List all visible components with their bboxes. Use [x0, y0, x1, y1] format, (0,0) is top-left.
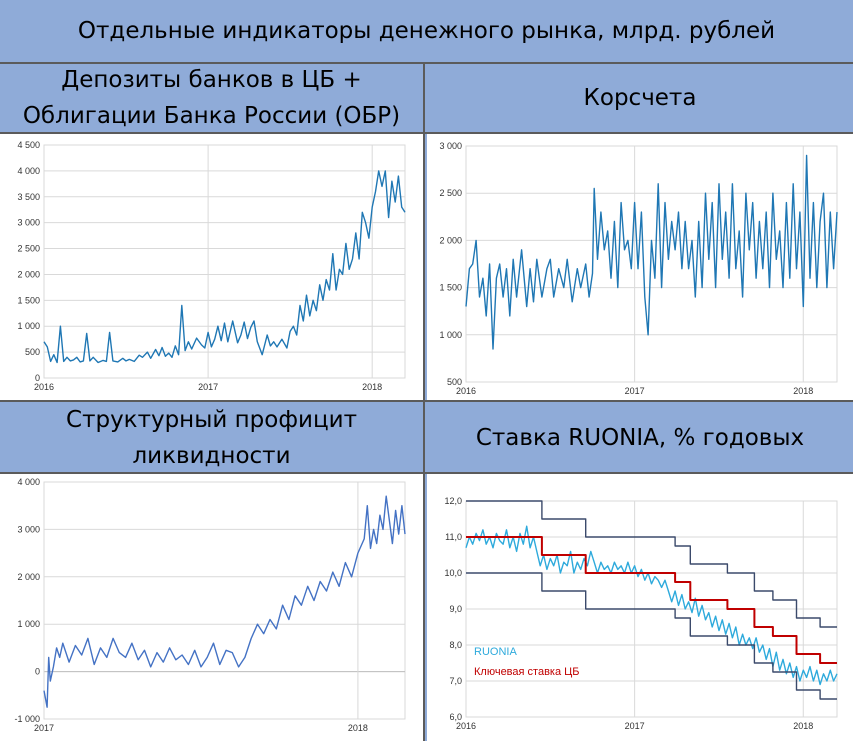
y-tick-label: 6,0: [449, 712, 462, 722]
y-tick-label: 500: [25, 347, 40, 357]
y-tick-label: 2 000: [439, 235, 462, 245]
chart-deposits: 0 500 1 000 1 500 2 000 2 500 3 000 3 500 4 000 4…: [0, 134, 423, 400]
y-tick-label: 4 500: [17, 140, 40, 150]
chart-korscheta-svg: 500 1 000 1 500 2 000 2 500 3 000 2016 2017 2018: [439, 141, 838, 396]
series-line: [43, 495, 406, 708]
x-tick-label: 2016: [456, 721, 476, 731]
legend-entry: Ключевая ставка ЦБ: [474, 666, 580, 678]
chart-deposits-svg: 0 500 1 000 1 500 2 000 2 500 3 000 3 500 4 000 4…: [17, 140, 406, 392]
series-line: [466, 536, 837, 664]
chart-liquidity-svg: -1 000 0 1 000 2 000 3 000 4 000 2017 2018: [14, 477, 406, 733]
y-tick-label: 10,0: [444, 568, 462, 578]
y-tick-label: 11,0: [445, 532, 462, 542]
plot-area: [43, 144, 406, 379]
divider: [0, 472, 853, 474]
y-tick-label: 2 500: [17, 244, 40, 254]
divider: [0, 132, 853, 134]
y-tick-label: 3 000: [17, 524, 40, 534]
panel-title-liquidity: Структурный профицит ликвидности: [0, 404, 423, 472]
chart-korscheta: 500 1 000 1 500 2 000 2 500 3 000 2016 2017 2018: [427, 134, 853, 400]
plot-area: [43, 481, 406, 720]
y-tick-label: 3 000: [17, 218, 40, 228]
y-tick-label: 0: [35, 373, 40, 383]
chart-ruonia: 6,0 7,0 8,0 9,0 10,0 11,0 12,0 2016 2017 2018 RUON…: [427, 474, 853, 741]
x-tick-label: 2016: [34, 382, 54, 392]
y-tick-label: 1 000: [17, 619, 40, 629]
y-tick-label: 9,0: [449, 604, 462, 614]
divider: [423, 62, 425, 741]
y-tick-label: 4 000: [17, 166, 40, 176]
panel-title-deposits: Депозиты банков в ЦБ + Облигации Банка Р…: [0, 64, 423, 132]
panel-title-ruonia: Ставка RUONIA, % годовых: [427, 404, 853, 472]
y-tick-label: 0: [35, 667, 40, 677]
divider: [0, 400, 853, 402]
y-tick-label: 12,0: [444, 496, 462, 506]
x-tick-label: 2018: [362, 382, 382, 392]
y-tick-label: 1 000: [439, 330, 462, 340]
page-title: Отдельные индикаторы денежного рынка, мл…: [0, 0, 853, 62]
y-tick-label: 3 000: [439, 141, 462, 151]
y-tick-label: 1 500: [17, 295, 40, 305]
x-tick-label: 2017: [625, 386, 645, 396]
divider: [0, 62, 853, 64]
y-tick-label: 3 500: [17, 192, 40, 202]
y-tick-label: 2 500: [439, 188, 462, 198]
series-line: [466, 572, 837, 700]
panel-title-korscheta: Корсчета: [427, 64, 853, 132]
x-tick-label: 2018: [793, 386, 813, 396]
chart-liquidity: -1 000 0 1 000 2 000 3 000 4 000 2017 2018: [0, 474, 423, 741]
series-line: [43, 170, 406, 364]
x-tick-label: 2017: [198, 382, 218, 392]
series-line: [466, 500, 837, 628]
x-tick-label: 2017: [625, 721, 645, 731]
legend-entry: RUONIA: [474, 646, 517, 658]
y-tick-label: 7,0: [449, 676, 462, 686]
chart-ruonia-svg: 6,0 7,0 8,0 9,0 10,0 11,0 12,0 2016 2017 2018 RUON…: [444, 496, 838, 731]
y-tick-label: 4 000: [17, 477, 40, 487]
y-tick-label: 2 000: [17, 269, 40, 279]
y-tick-label: -1 000: [14, 714, 40, 724]
y-tick-label: 1 000: [17, 321, 40, 331]
y-tick-label: 500: [447, 377, 462, 387]
x-tick-label: 2017: [34, 723, 54, 733]
x-tick-label: 2018: [793, 721, 813, 731]
x-tick-label: 2018: [348, 723, 368, 733]
series-line: [465, 525, 838, 686]
y-tick-label: 8,0: [449, 640, 462, 650]
y-tick-label: 1 500: [439, 283, 462, 293]
x-tick-label: 2016: [456, 386, 476, 396]
series-line: [465, 154, 838, 350]
y-tick-label: 2 000: [17, 572, 40, 582]
